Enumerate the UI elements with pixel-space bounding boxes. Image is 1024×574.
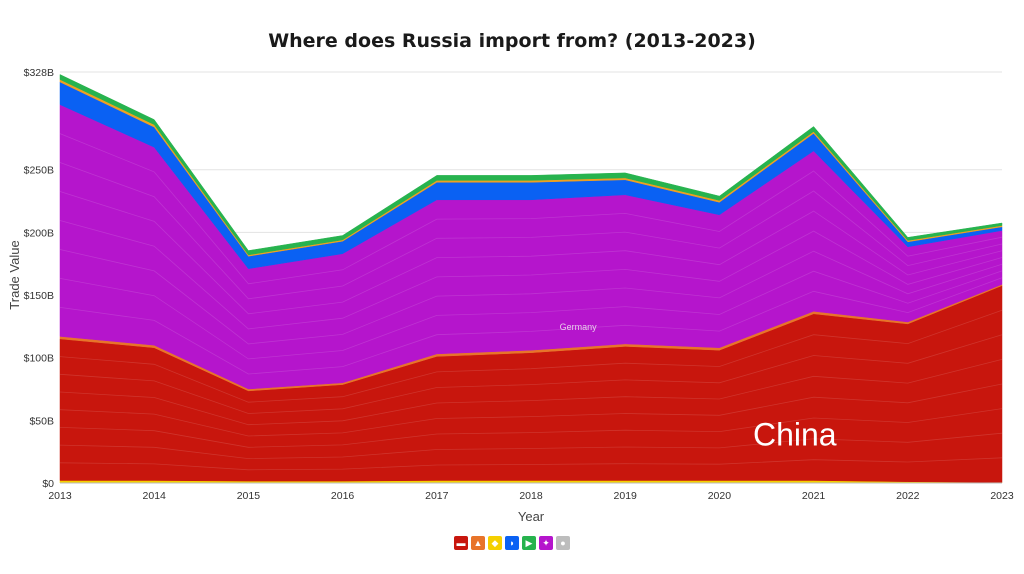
area-subdivision <box>59 432 1003 460</box>
area-subdivision <box>59 220 1003 330</box>
x-tick-label: 2014 <box>143 490 167 502</box>
area-series-layer <box>59 74 1003 484</box>
area-subdivision <box>59 191 1003 315</box>
area-subdivision <box>59 133 1003 285</box>
x-tick-label: 2015 <box>237 490 261 502</box>
area-subdivision <box>59 162 1003 300</box>
x-tick-label: 2018 <box>519 490 543 502</box>
asia-icon[interactable]: ▲ <box>471 536 485 550</box>
area-subdivision <box>59 408 1003 448</box>
region-label-germany: Germany <box>560 322 598 332</box>
y-tick-label: $100B <box>24 353 54 365</box>
americas-icon[interactable]: ▬ <box>454 536 468 550</box>
south-america-icon[interactable]: ▶ <box>522 536 536 550</box>
x-tick-label: 2020 <box>708 490 732 502</box>
x-tick-label: 2019 <box>614 490 638 502</box>
area-subdivision <box>59 277 1003 375</box>
area-subdivision <box>59 359 1003 426</box>
region-label-china: China <box>753 416 837 452</box>
area-subdivision <box>59 457 1003 471</box>
y-tick-label: $250B <box>24 165 54 177</box>
x-tick-label: 2021 <box>802 490 826 502</box>
other-icon[interactable]: ● <box>556 536 570 550</box>
area-subdivision <box>59 270 1003 360</box>
middle-east-icon[interactable]: ◗ <box>505 536 519 550</box>
y-tick-label: $200B <box>24 227 54 239</box>
x-tick-label: 2023 <box>990 490 1014 502</box>
x-tick-label: 2017 <box>425 490 449 502</box>
area-subdivision <box>59 334 1003 414</box>
x-axis-title: Year <box>518 509 545 524</box>
y-tick-label: $150B <box>24 290 54 302</box>
annotations: Germany China <box>560 322 837 452</box>
chart-title: Where does Russia import from? (2013-202… <box>268 30 756 52</box>
area-subdivision <box>59 309 1003 403</box>
africa-icon[interactable]: ◆ <box>488 536 502 550</box>
x-tick-label: 2016 <box>331 490 355 502</box>
area-series-6[interactable] <box>59 74 1003 256</box>
y-axis-title: Trade Value <box>7 240 22 309</box>
y-tick-label: $328B <box>24 67 54 79</box>
y-tick-label: $50B <box>29 415 54 427</box>
legend: ▬ ▲ ◆ ◗ ▶ ✦ ● <box>0 536 1024 550</box>
y-tick-label: $0 <box>42 478 54 490</box>
x-tick-label: 2013 <box>48 490 72 502</box>
area-subdivision <box>59 383 1003 437</box>
area-subdivision <box>59 249 1003 345</box>
europe-icon[interactable]: ✦ <box>539 536 553 550</box>
x-tick-label: 2022 <box>896 490 920 502</box>
axes: $0 $50B $100B $150B $200B $250B $328B 2013 2014 2… <box>24 67 1014 502</box>
